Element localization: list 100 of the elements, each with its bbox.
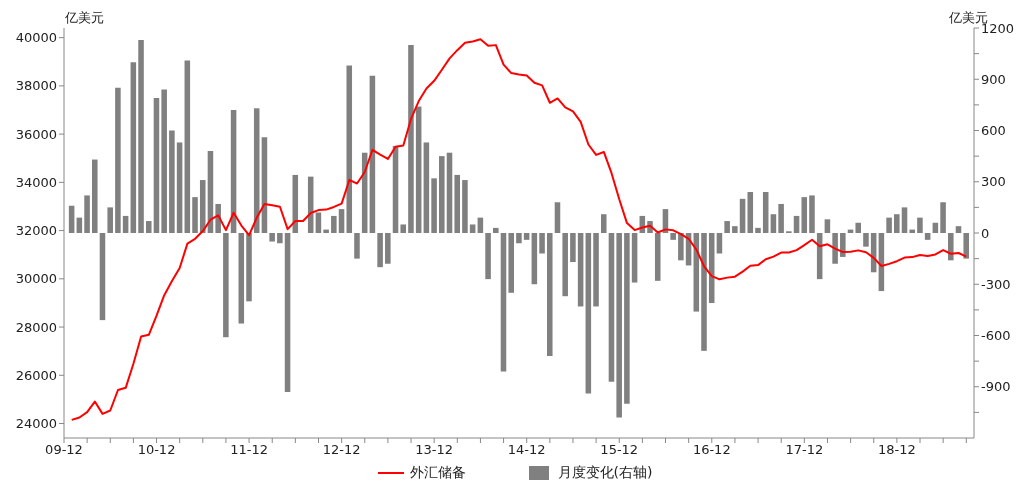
bar bbox=[955, 226, 962, 233]
bar bbox=[439, 156, 445, 233]
bar bbox=[431, 178, 437, 233]
y2-tick-label: -300 bbox=[981, 276, 1011, 292]
bar bbox=[277, 233, 283, 244]
bar bbox=[331, 215, 337, 233]
bar bbox=[493, 227, 499, 233]
bar bbox=[107, 207, 113, 233]
x-tick-label: 14-12 bbox=[507, 442, 546, 458]
y-tick-label: 30000 bbox=[15, 271, 57, 287]
y-tick-label: 24000 bbox=[15, 416, 57, 432]
bar bbox=[600, 214, 607, 233]
y-tick-label: 38000 bbox=[15, 78, 57, 94]
bar bbox=[724, 221, 730, 233]
bar bbox=[130, 62, 137, 233]
bar bbox=[886, 217, 892, 233]
bar bbox=[701, 233, 707, 351]
bar bbox=[570, 233, 576, 263]
y-axis-title: 亿美元 bbox=[64, 10, 104, 25]
bar bbox=[385, 233, 391, 264]
y2-tick-label: 600 bbox=[981, 123, 1006, 139]
bar bbox=[192, 197, 198, 233]
bar bbox=[894, 214, 900, 233]
bar bbox=[516, 233, 522, 244]
x-tick-label: 15-12 bbox=[600, 442, 639, 458]
bar bbox=[408, 45, 414, 233]
x-tick-label: 12-12 bbox=[322, 442, 361, 458]
line-series bbox=[70, 38, 968, 421]
bar bbox=[901, 207, 908, 233]
bar bbox=[485, 233, 491, 280]
bar bbox=[832, 233, 838, 264]
bar bbox=[608, 233, 615, 382]
bar bbox=[770, 214, 777, 233]
y2-tick-label: 0 bbox=[981, 225, 990, 241]
bar bbox=[924, 233, 931, 240]
bar bbox=[940, 202, 946, 233]
x-tick-label: 09-12 bbox=[45, 442, 83, 458]
bar bbox=[824, 219, 831, 233]
bar bbox=[423, 142, 430, 233]
y-tick-label: 36000 bbox=[15, 126, 57, 142]
bar bbox=[562, 233, 568, 297]
bar bbox=[115, 87, 121, 233]
y-tick-label: 40000 bbox=[15, 30, 57, 46]
bar bbox=[631, 233, 638, 283]
bar bbox=[153, 98, 160, 233]
bar bbox=[624, 233, 630, 404]
legend-label: 月度变化(右轴) bbox=[557, 464, 653, 482]
bar bbox=[801, 197, 808, 233]
y-tick-label: 28000 bbox=[15, 319, 57, 335]
bar bbox=[678, 233, 684, 261]
x-tick-label: 10-12 bbox=[137, 442, 176, 458]
bar bbox=[161, 89, 167, 233]
bar bbox=[269, 233, 275, 242]
bar bbox=[778, 203, 784, 233]
bar bbox=[654, 233, 661, 281]
bar bbox=[346, 65, 353, 233]
y-tick-label: 34000 bbox=[15, 174, 57, 190]
bar bbox=[840, 233, 846, 257]
x-tick-label: 17-12 bbox=[785, 442, 824, 458]
bar bbox=[169, 130, 175, 233]
bar bbox=[145, 221, 152, 233]
bar bbox=[917, 217, 923, 233]
bar bbox=[508, 233, 514, 293]
x-tick-label: 13-12 bbox=[415, 442, 454, 458]
y-tick-label: 32000 bbox=[15, 223, 57, 239]
bar bbox=[855, 222, 862, 233]
bar bbox=[546, 233, 553, 356]
y2-tick-label: -900 bbox=[981, 379, 1011, 395]
bar bbox=[184, 60, 191, 233]
bar bbox=[585, 233, 592, 394]
bar bbox=[138, 39, 144, 233]
x-tick-label: 18-12 bbox=[877, 442, 916, 458]
bar bbox=[809, 195, 815, 233]
bar bbox=[732, 226, 738, 233]
bar bbox=[963, 233, 969, 259]
bar bbox=[84, 195, 90, 233]
bar bbox=[99, 233, 106, 321]
y2-tick-label: 300 bbox=[981, 174, 1006, 190]
bar bbox=[755, 227, 761, 233]
bar bbox=[500, 233, 507, 372]
bar bbox=[246, 233, 252, 302]
bar bbox=[670, 233, 676, 240]
bar bbox=[323, 229, 329, 233]
bar bbox=[762, 192, 769, 233]
bar bbox=[539, 233, 545, 254]
bar bbox=[238, 233, 245, 324]
bar bbox=[400, 224, 407, 233]
y-tick-label: 26000 bbox=[15, 367, 57, 383]
bar bbox=[863, 233, 869, 247]
bar bbox=[462, 180, 468, 233]
bar bbox=[284, 233, 291, 392]
bar bbox=[199, 180, 206, 233]
y2-tick-label: -600 bbox=[981, 328, 1011, 344]
bar bbox=[593, 233, 599, 307]
bar bbox=[454, 174, 460, 233]
y2-tick-label: 900 bbox=[981, 71, 1006, 87]
bar bbox=[523, 233, 530, 240]
bar bbox=[377, 233, 383, 268]
x-tick-label: 11-12 bbox=[230, 442, 268, 458]
x-tick-label: 16-12 bbox=[692, 442, 731, 458]
